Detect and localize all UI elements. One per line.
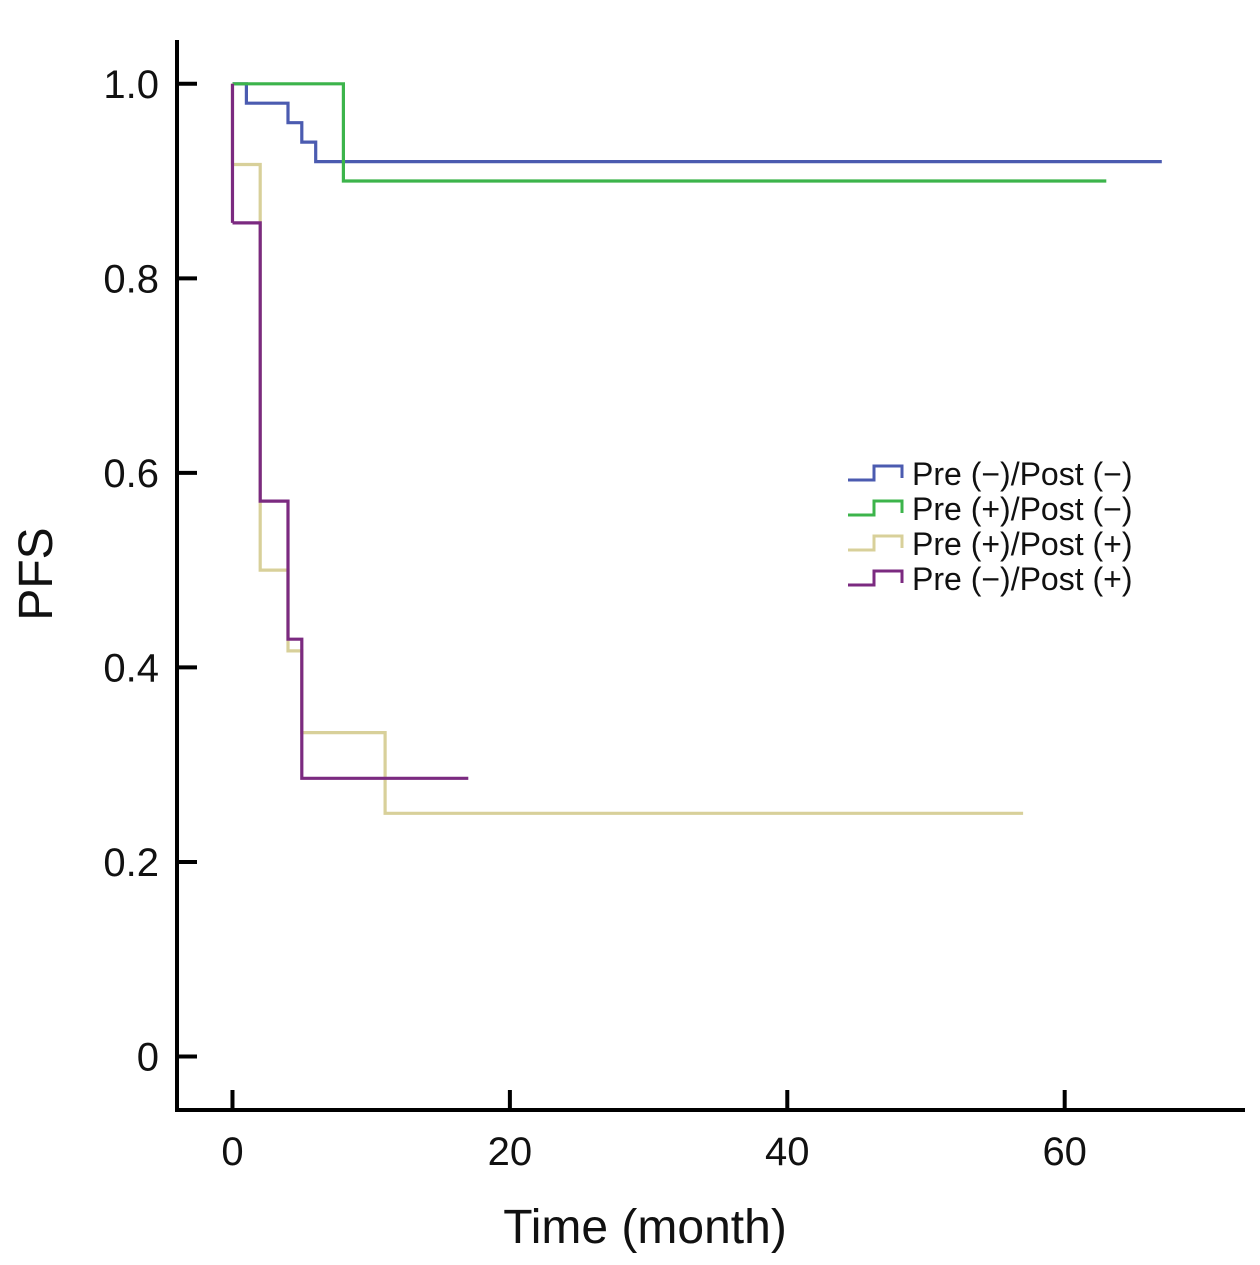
legend-label-series-2: Pre (+)/Post (−) [912,491,1133,527]
legend-label-series-3: Pre (+)/Post (+) [912,526,1133,562]
x-tick-label: 40 [765,1130,810,1174]
y-tick-label: 0 [137,1036,159,1080]
km-curve-series-4 [232,221,469,780]
y-tick-label: 0.8 [103,257,159,301]
km-curve-series-3 [232,162,1024,815]
x-tick-label: 20 [488,1130,533,1174]
legend-label-series-1: Pre (−)/Post (−) [912,456,1133,492]
legend-symbol-series-3 [848,534,904,552]
y-tick-label: 1.0 [103,63,159,107]
x-tick-label: 0 [221,1130,243,1174]
km-curve-series-2 [232,82,1107,183]
x-tick-label: 60 [1042,1130,1087,1174]
curves-layer [230,82,1162,815]
legend-symbol-series-1 [848,464,904,482]
km-curve-series-1 [232,82,1162,164]
y-tick-label: 0.2 [103,841,159,885]
y-tick-label: 0.6 [103,452,159,496]
legend-symbol-series-4 [848,569,904,587]
y-tick-label: 0.4 [103,646,159,690]
axes-layer: 0 0.2 0.4 0.6 0.8 1.0 0 20 40 60 [103,40,1245,1174]
x-axis-title: Time (month) [503,1201,787,1254]
legend: Pre (−)/Post (−)Pre (+)/Post (−)Pre (+)/… [848,456,1133,597]
legend-symbol-series-2 [848,499,904,517]
y-axis-title: PFS [10,527,63,620]
legend-label-series-4: Pre (−)/Post (+) [912,561,1133,597]
